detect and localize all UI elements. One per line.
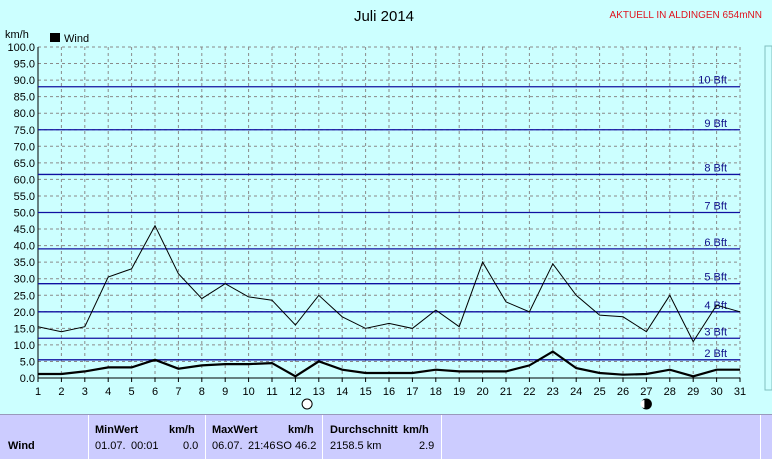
stats-label-cell: Wind: [0, 415, 88, 459]
y-tick-label: 65.0: [14, 158, 35, 170]
x-tick-label: 6: [152, 386, 158, 398]
stats-divider: [322, 415, 323, 459]
x-tick-label: 18: [430, 386, 442, 398]
y-tick-label: 90.0: [14, 75, 35, 87]
beaufort-label: 8 Bft: [704, 162, 727, 174]
y-tick-label: 55.0: [14, 191, 35, 203]
y-tick-label: 35.0: [14, 257, 35, 269]
moon-highlight-shape: [640, 400, 645, 408]
beaufort-label: 3 Bft: [704, 326, 727, 338]
beaufort-label: 9 Bft: [704, 118, 727, 130]
max-title: MaxWert: [212, 424, 258, 436]
chart-title: Juli 2014: [354, 8, 414, 25]
x-tick-label: 21: [500, 386, 512, 398]
max-unit: km/h: [288, 424, 314, 436]
x-tick-label: 19: [453, 386, 465, 398]
x-tick-label: 12: [289, 386, 301, 398]
location-alert: AKTUELL IN ALDINGEN 654mNN: [610, 10, 762, 21]
y-tick-label: 85.0: [14, 92, 35, 104]
y-tick-label: 75.0: [14, 125, 35, 137]
beaufort-label: 10 Bft: [698, 75, 727, 87]
avg-value: 2.9: [419, 440, 435, 452]
min-time: 00:01: [131, 440, 159, 452]
y-tick-label: 0.0: [20, 373, 35, 385]
stats-table: Wind MinWert km/h 01.07. 00:01 0.0 MaxWe…: [0, 414, 772, 459]
wind-chart: Juli 2014 AKTUELL IN ALDINGEN 654mNN km/…: [5, 8, 772, 410]
avg-title: Durchschnitt: [330, 424, 398, 436]
max-cell: MaxWert km/h 06.07. 21:46 SO 46.2: [206, 415, 322, 459]
min-value: 0.0: [183, 440, 199, 452]
y-tick-label: 15.0: [14, 323, 35, 335]
x-tick-label: 11: [266, 386, 277, 398]
stats-divider: [760, 415, 761, 459]
legend-label: Wind: [64, 33, 89, 45]
y-tick-label: 40.0: [14, 241, 35, 253]
x-tick-label: 27: [640, 386, 652, 398]
y-tick-label: 45.0: [14, 224, 35, 236]
legend-swatch: [50, 33, 60, 42]
stats-row-label: Wind: [8, 440, 35, 452]
wind-max-series-line: [37, 224, 741, 343]
x-tick-label: 13: [313, 386, 325, 398]
x-tick-label: 23: [547, 386, 559, 398]
x-tick-label: 2: [58, 386, 64, 398]
x-tick-label: 22: [523, 386, 535, 398]
x-tick-label: 14: [336, 386, 348, 398]
stats-divider: [205, 415, 206, 459]
min-date: 01.07.: [95, 440, 126, 452]
stats-divider: [88, 415, 89, 459]
y-tick-label: 95.0: [14, 59, 35, 71]
beaufort-label: 6 Bft: [704, 237, 727, 249]
max-direction: SO: [276, 440, 292, 452]
x-tick-label: 3: [82, 386, 88, 398]
x-tick-label: 4: [105, 386, 111, 398]
avg-distance: 2158.5 km: [330, 440, 382, 452]
x-tick-label: 30: [710, 386, 722, 398]
wind-mean-series-line: [38, 350, 740, 378]
x-tick-label: 5: [129, 386, 135, 398]
x-tick-label: 28: [664, 386, 676, 398]
y-tick-label: 80.0: [14, 108, 35, 120]
y-tick-label: 50.0: [14, 208, 35, 220]
y-tick-label: 20.0: [14, 307, 35, 319]
y-tick-label: 100.0: [7, 42, 35, 54]
beaufort-label: 2 Bft: [704, 348, 727, 360]
min-unit: km/h: [169, 424, 195, 436]
x-tick-label: 8: [199, 386, 205, 398]
x-tick-label: 7: [175, 386, 181, 398]
y-tick-label: 60.0: [14, 174, 35, 186]
min-cell: MinWert km/h 01.07. 00:01 0.0: [89, 415, 205, 459]
max-time: 21:46: [248, 440, 276, 452]
x-tick-label: 26: [617, 386, 629, 398]
beaufort-label: 7 Bft: [704, 201, 727, 213]
x-tick-label: 24: [570, 386, 582, 398]
x-tick-label: 29: [687, 386, 699, 398]
x-tick-label: 20: [476, 386, 488, 398]
y-tick-label: 30.0: [14, 274, 35, 286]
avg-unit: km/h: [403, 424, 429, 436]
max-value: 46.2: [295, 440, 317, 452]
x-tick-label: 17: [406, 386, 418, 398]
y-tick-label: 25.0: [14, 290, 35, 302]
x-tick-label: 25: [593, 386, 605, 398]
avg-cell: Durchschnitt km/h 2158.5 km 2.9: [323, 415, 441, 459]
x-tick-label: 9: [222, 386, 228, 398]
y-tick-label: 5.0: [20, 356, 35, 368]
x-tick-label: 15: [359, 386, 371, 398]
max-date: 06.07.: [212, 440, 243, 452]
x-tick-label: 16: [383, 386, 395, 398]
x-tick-label: 31: [734, 386, 746, 398]
stats-divider: [441, 415, 442, 459]
beaufort-label: 5 Bft: [704, 272, 727, 284]
x-tick-label: 10: [242, 386, 254, 398]
right-scroll-marker: [764, 45, 772, 391]
full-moon-icon: [301, 398, 313, 410]
y-tick-label: 10.0: [14, 340, 35, 352]
min-title: MinWert: [95, 424, 139, 436]
y-tick-label: 70.0: [14, 141, 35, 153]
x-tick-label: 1: [35, 386, 41, 398]
y-axis-unit: km/h: [5, 29, 29, 41]
plot-area: 0.0 5.0 10.0 15.0 20.0 25.0 30.0 35.0 40.0 45.0 50…: [7, 42, 746, 410]
